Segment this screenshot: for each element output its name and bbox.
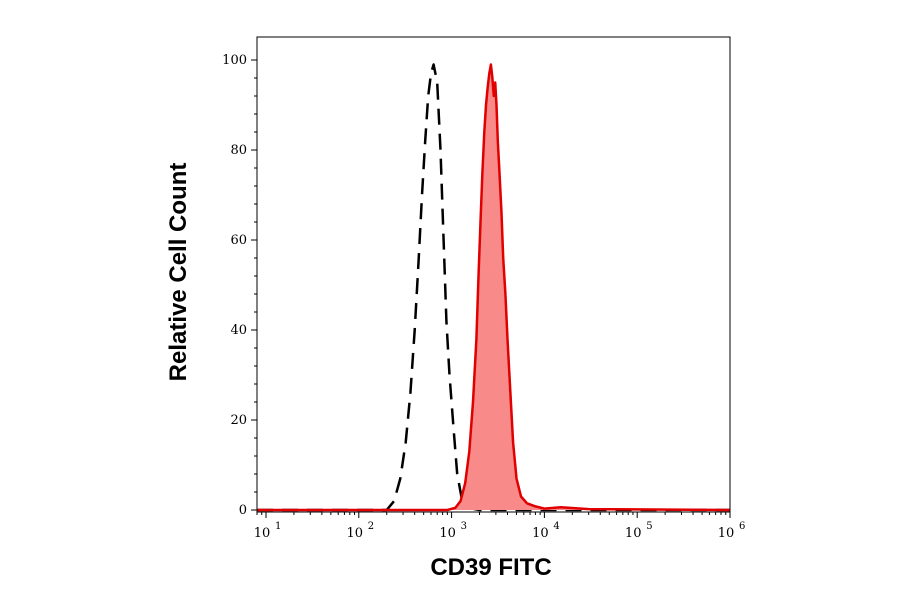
y-tick-label-0: 0 <box>239 503 247 518</box>
axes: 0 20 40 60 80 100 10 1 10 2 10 3 10 4 10 5 10 6 <box>222 36 745 541</box>
x-tick-exponent-3: 4 <box>553 521 559 532</box>
y-tick-label-5: 100 <box>222 53 247 68</box>
y-tick-label-2: 40 <box>230 323 247 338</box>
x-tick-exponent-4: 5 <box>646 521 652 532</box>
x-tick-label-0: 10 <box>254 526 271 541</box>
x-tick-label-1: 10 <box>347 526 364 541</box>
y-tick-label-1: 20 <box>230 413 247 428</box>
series-1-line <box>257 63 731 512</box>
x-tick-label-3: 10 <box>532 526 549 541</box>
data-marks <box>257 63 731 512</box>
x-tick-exponent-5: 6 <box>739 521 745 532</box>
x-tick-exponent-1: 2 <box>368 521 374 532</box>
x-tick-label-2: 10 <box>439 526 456 541</box>
x-tick-exponent-0: 1 <box>275 521 281 532</box>
x-tick-label-5: 10 <box>718 526 735 541</box>
plot-frame <box>256 36 731 513</box>
x-tick-exponent-2: 3 <box>461 521 467 532</box>
x-tick-label-4: 10 <box>625 526 642 541</box>
series-0-line <box>257 63 730 512</box>
y-tick-label-4: 80 <box>230 143 247 158</box>
series-1-fill <box>257 64 730 510</box>
y-axis-title: Relative Cell Count <box>165 163 192 382</box>
x-axis-title: CD39 FITC <box>430 554 551 581</box>
y-tick-label-3: 60 <box>230 233 247 248</box>
